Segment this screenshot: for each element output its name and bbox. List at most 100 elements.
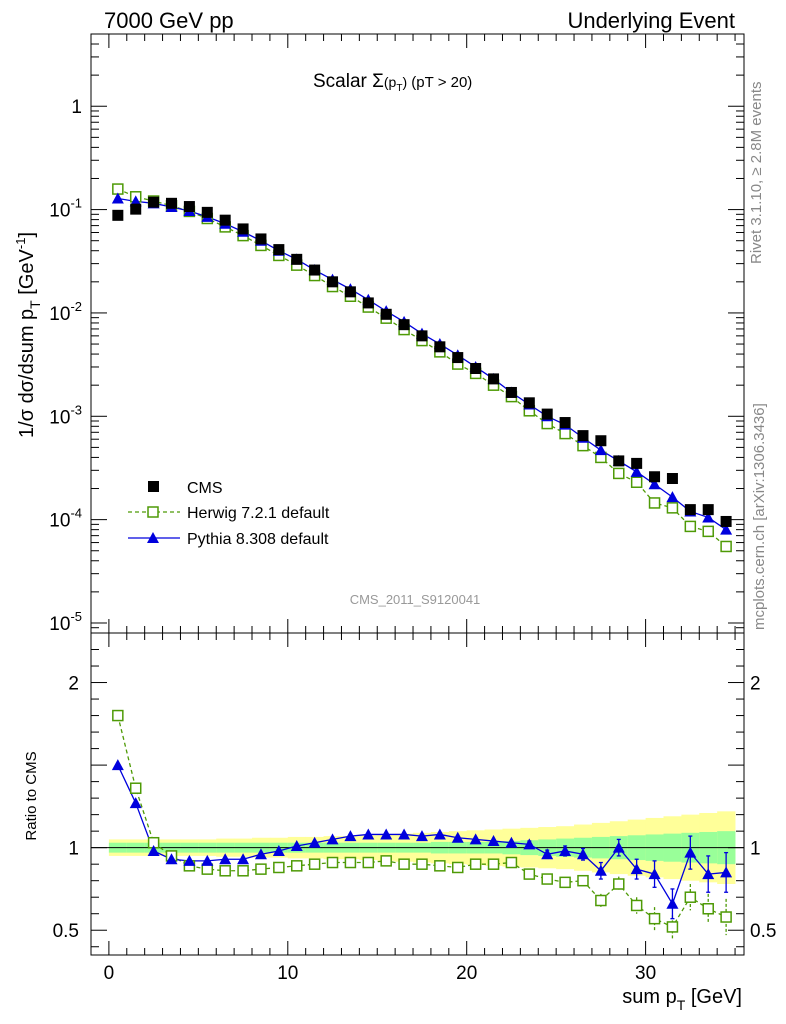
herwig-ratio-point [362,856,375,869]
pythia-ratio-point [487,835,500,847]
x-tick-label: 0 [104,963,115,984]
herwig-ratio-point [648,912,661,925]
herwig-ratio-point [487,858,500,870]
herwig-point [559,427,571,440]
cms-point [398,319,410,331]
pythia-ratio-point [702,868,715,880]
x-tick-label: 20 [456,963,477,984]
ratio-y-tick-label: 1 [68,839,79,860]
pythia-ratio-point [720,866,733,878]
cms-point [219,214,231,226]
header-right: Underlying Event [567,8,735,33]
pythia-ratio-point [576,848,589,860]
pythia-ratio-point [183,854,196,866]
main-panel: 1 10-1 10-2 10-3 10-4 10-5 Scalar Σ(pT) (pT >… [13,33,745,635]
herwig-ratio-point [523,868,536,880]
cms-point [434,341,446,353]
herwig-ratio-point [290,860,303,872]
main-y-tick-label: 10-5 [49,609,82,635]
pythia-ratio-point [308,836,321,848]
herwig-ratio-point [308,858,321,870]
pythia-point [111,192,124,204]
herwig-point [720,540,732,553]
legend-cms-label: CMS [187,480,223,497]
cms-point [327,276,339,288]
cms-point [541,408,553,420]
main-y-tick-label: 10-3 [49,402,82,428]
cms-point [273,244,285,256]
herwig-ratio-point [112,709,124,722]
ratio-ytick-labels: 2 2 1 1 0.5 0.5 [53,674,777,943]
herwig-ratio-point [398,858,410,870]
pythia-ratio-point [165,853,178,865]
pythia-ratio-point [326,833,339,845]
x-axis-label: sum pT [GeV] [622,986,742,1013]
pythia-ratio-point [380,828,393,840]
pythia-ratio-point [469,833,482,845]
pythia-point [702,511,715,523]
herwig-line [117,188,727,547]
main-markers [111,183,733,553]
herwig-ratio-point [666,921,679,933]
herwig-ratio-point [630,899,643,912]
pythia-ratio-point [523,838,536,850]
herwig-ratio-point [380,855,392,867]
cms-point [183,201,195,213]
pythia-ratio-point [237,853,250,865]
main-y-tick-label: 1 [71,97,82,118]
cms-point [112,209,124,221]
herwig-ratio-point [237,865,249,877]
main-ticks [91,33,744,634]
herwig-ratio-point [452,861,464,874]
pythia-ratio-point [684,846,697,858]
herwig-point [666,502,679,514]
pythia-ratio-point [129,797,142,809]
cms-point [166,197,178,209]
legend-pythia-label: Pythia 8.308 default [187,531,329,548]
herwig-ratio-point [273,861,285,874]
pythia-point [720,523,733,535]
x-tick-label: 10 [277,963,298,984]
legend-pythia-marker [147,532,159,543]
main-y-tick-label: 10-2 [49,299,82,325]
cms-point [148,196,160,208]
cms-point [380,308,392,320]
cms-point [523,397,535,409]
herwig-ratio-point [129,782,142,794]
cms-point [130,203,142,215]
cms-point [720,515,732,527]
pythia-ratio-point [201,854,214,866]
pythia-point [594,444,607,456]
herwig-ratio-point [595,894,607,907]
herwig-ratio-point [469,858,482,870]
header-left: 7000 GeV pp [104,8,234,33]
cms-point [666,473,678,485]
pythia-ratio-point [219,853,232,865]
ratio-markers [111,709,733,939]
herwig-ratio-point [219,865,231,877]
cms-point [631,457,643,469]
pythia-ratio-point [451,831,464,843]
pythia-ratio-point [362,828,375,840]
pythia-ratio-point [433,828,446,840]
main-ytick-labels: 1 10-1 10-2 10-3 10-4 10-5 [49,97,82,635]
pythia-ratio-point [290,840,303,852]
cms-point [613,455,625,467]
main-title: Scalar Σ(pT) (pT > 20) [313,71,472,94]
ratio-y-tick-label-right: 2 [750,674,761,695]
legend-herwig-marker [147,506,159,518]
pythia-ratio-point [666,897,679,909]
chart-watermark: CMS_2011_S9120041 [350,592,481,607]
herwig-ratio-point [720,911,732,923]
pythia-ratio-point [398,828,411,840]
pythia-ratio-point [415,830,428,842]
cms-point [416,330,428,342]
herwig-ratio-point [255,863,267,875]
main-y-tick-label: 10-4 [49,506,82,532]
cms-point [255,233,267,245]
legend: CMS Herwig 7.2.1 default Pythia 8.308 de… [128,480,330,548]
ratio-y-tick-label-right: 1 [750,839,761,860]
pythia-ratio-point [505,836,518,848]
cms-point [452,352,464,364]
